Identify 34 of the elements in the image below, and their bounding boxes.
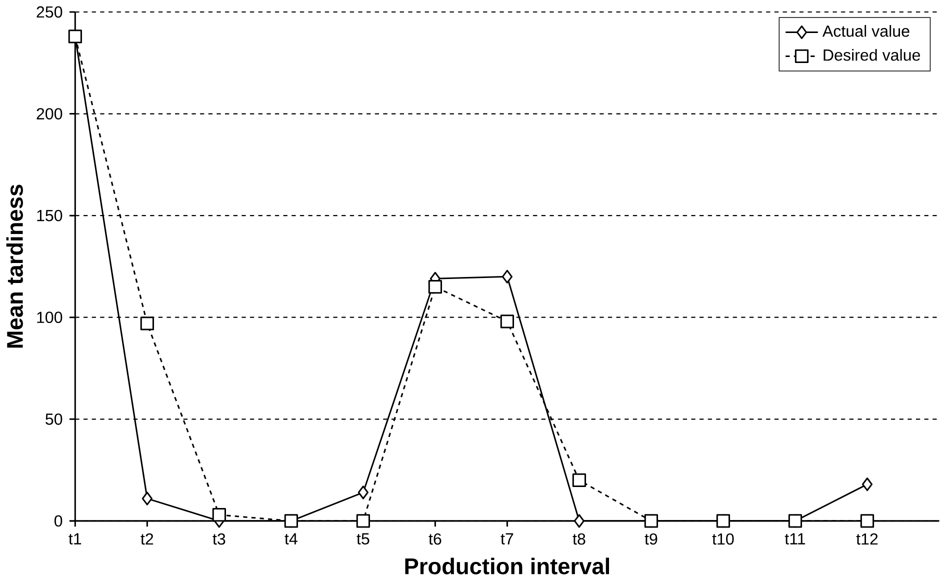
x-tick-label: t10 [712,533,734,545]
point [142,492,152,506]
x-tick-label: t9 [644,533,658,545]
point [502,270,513,284]
point [358,486,368,500]
point [140,316,154,330]
x-tick-label: t2 [140,533,154,545]
y-tick-label: 50 [46,414,62,426]
point [862,478,873,492]
x-tick-label: t8 [572,533,586,545]
x-tick-label: t11 [784,533,806,545]
point [428,280,442,294]
x-tick-label: t7 [500,533,514,545]
point [212,508,226,522]
point [860,514,874,528]
point [356,514,370,528]
x-tick-label: t1 [68,533,82,545]
x-axis-title: Production interval [405,558,610,575]
x-tick-label: t12 [856,533,878,545]
y-axis-title: Mean tardiness [6,184,23,348]
x-tick-label: t3 [212,533,226,545]
point [574,514,585,528]
y-tick-label: 100 [37,312,62,324]
x-tick-label: t5 [356,533,370,545]
point [500,314,514,328]
y-tick-label: 200 [36,108,62,120]
x-tick-label: t6 [428,533,442,545]
legend-label: Desired value [824,49,920,61]
point [572,474,586,488]
y-tick-label: 0 [54,515,62,527]
y-tick-label: 250 [36,6,62,18]
legend-label: Actual value [822,25,910,37]
y-tick-label: 150 [37,210,62,222]
x-tick-label: t4 [284,533,298,545]
